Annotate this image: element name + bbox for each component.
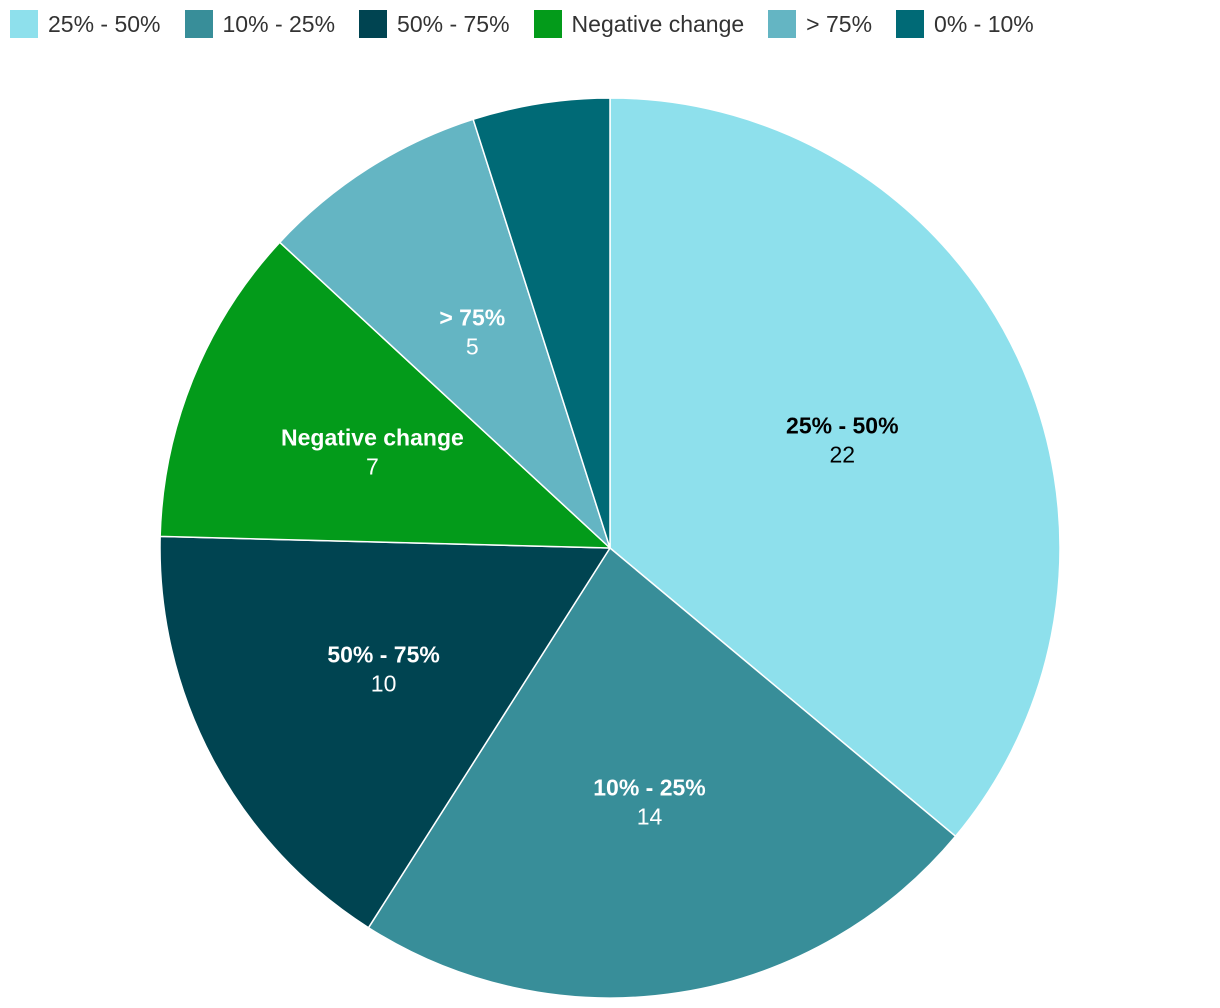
pie-slice-25-50[interactable] [609,97,1061,838]
slice-value-negative-change: 7 [366,453,379,479]
legend-swatch [896,10,925,38]
slice-label-negative-change: Negative change [281,424,464,450]
slice-value-75: 5 [466,334,479,360]
legend-label: 0% - 10% [934,10,1034,37]
legend-label: 10% - 25% [222,10,336,37]
pie-slice-75[interactable] [279,118,611,549]
legend-swatch [184,10,213,38]
legend-swatch [533,10,562,38]
slice-value-25-50: 22 [830,441,856,467]
legend-item-over-75[interactable]: > 75% [768,10,872,38]
slice-label-75: > 75% [439,305,505,331]
legend-label: Negative change [571,10,745,37]
pie-slice-50-75[interactable] [159,535,611,929]
legend-item-50-75[interactable]: 50% - 75% [359,10,510,38]
pie-slice-0-10[interactable] [472,97,611,549]
legend-label: > 75% [806,10,873,37]
legend-swatch [768,10,797,38]
legend-item-negative-change[interactable]: Negative change [533,10,745,38]
legend-item-0-10[interactable]: 0% - 10% [896,10,1034,38]
legend-label: 25% - 50% [48,10,161,37]
legend-item-25-50[interactable]: 25% - 50% [10,10,161,38]
slice-label-50-75: 50% - 75% [327,642,440,668]
slice-label-25-50: 25% - 50% [786,412,899,438]
legend-label: 50% - 75% [397,10,510,37]
slice-value-10-25: 14 [637,803,663,829]
pie-slice-10-25[interactable] [367,547,957,999]
legend-swatch [359,10,388,38]
legend-swatch [10,10,38,38]
legend-item-10-25[interactable]: 10% - 25% [184,10,336,38]
slice-label-10-25: 10% - 25% [593,774,706,800]
slice-value-50-75: 10 [371,671,397,697]
pie-slice-negative-change[interactable] [159,241,611,549]
chart-legend: 25% - 50% 10% - 25% 50% - 75% Negative c… [10,8,1058,40]
